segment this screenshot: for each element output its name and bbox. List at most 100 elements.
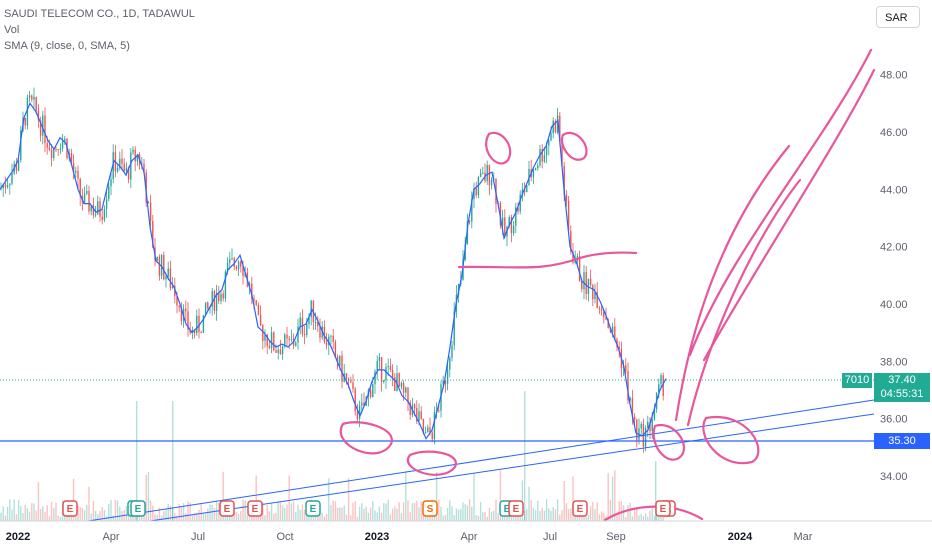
candle-body — [339, 355, 341, 367]
volume-bar — [110, 499, 112, 521]
sma-label: SMA (9, close, 0, SMA, 5) — [4, 40, 130, 52]
volume-bar — [334, 501, 337, 521]
candle-body — [37, 111, 40, 121]
candle-body — [15, 163, 18, 171]
volume-bar — [218, 502, 220, 521]
volume-bar — [471, 506, 473, 521]
x-axis: 2022 Apr Jul Oct 2023 Apr Jul Sep 2024 Mar — [6, 531, 813, 543]
candle-body — [407, 387, 409, 403]
candle-body — [218, 292, 220, 302]
currency-button[interactable]: SAR — [876, 6, 920, 28]
volume-bar — [189, 502, 191, 521]
volume-bar — [490, 511, 493, 521]
volume-bar — [255, 475, 257, 521]
volume-bar — [53, 508, 55, 521]
volume-bar — [211, 505, 213, 521]
volume-bar — [356, 516, 359, 521]
volume-bar — [207, 508, 209, 521]
volume-bar — [163, 511, 165, 521]
candle-body — [317, 322, 319, 327]
x-tick-label: Jul — [543, 531, 557, 543]
trendline-1 — [87, 399, 875, 522]
volume-bar — [303, 509, 306, 521]
candle-body — [174, 285, 176, 297]
candle-body — [253, 298, 255, 301]
candle-body — [178, 305, 180, 308]
volume-bar — [600, 511, 603, 521]
volume-bar — [369, 507, 372, 521]
candle-body — [57, 149, 59, 151]
volume-bar — [325, 513, 328, 521]
volume-bar — [391, 508, 394, 521]
candle-body — [310, 300, 312, 318]
volume-bar — [567, 509, 570, 521]
candle-body — [519, 194, 521, 212]
volume-bar — [499, 470, 502, 521]
volume-bar — [277, 501, 279, 521]
candle-body — [90, 205, 92, 212]
volume-bar — [444, 514, 447, 521]
volume-bar — [341, 507, 343, 521]
event-marker: E — [305, 500, 321, 517]
volume-bar — [6, 506, 9, 521]
volume-bar — [200, 503, 202, 521]
volume-bar — [429, 515, 431, 521]
volume-spike — [136, 401, 138, 521]
volume-bar — [350, 515, 352, 521]
candle-body — [424, 432, 427, 434]
candle-body — [75, 170, 77, 173]
volume-bar — [460, 508, 462, 521]
candle-body — [418, 411, 420, 422]
candle-body — [207, 302, 209, 309]
candle-body — [257, 305, 260, 315]
candle-body — [288, 338, 290, 340]
candle-body — [237, 261, 240, 269]
candle-body — [394, 377, 396, 391]
x-tick-label: Jul — [191, 531, 205, 543]
volume-spike — [655, 461, 657, 521]
candle-body — [374, 371, 376, 384]
candle-body — [130, 152, 132, 180]
volume-bar — [464, 504, 466, 521]
x-tick-label: Oct — [276, 531, 293, 543]
candle-body — [264, 334, 266, 341]
candle-body — [451, 345, 453, 358]
volume-bar — [420, 500, 422, 521]
volume-bar — [284, 507, 286, 521]
candle-body — [136, 154, 139, 162]
volume-bar — [442, 515, 444, 521]
volume-bar — [532, 507, 535, 521]
volume-bar — [182, 503, 185, 521]
volume-bar — [589, 506, 592, 521]
volume-bar — [556, 499, 559, 521]
volume-bar — [198, 509, 200, 521]
volume-bar — [314, 515, 317, 521]
candle-body — [4, 184, 7, 188]
volume-bar — [484, 512, 486, 521]
volume-bar — [418, 507, 420, 521]
volume-bar — [466, 505, 469, 521]
volume-bar — [59, 516, 62, 521]
volume-bar — [416, 500, 418, 521]
volume-bar — [328, 478, 330, 521]
candle-body — [649, 421, 651, 432]
candle-body — [86, 191, 88, 194]
volume-bar — [321, 512, 323, 521]
candle-body — [31, 95, 33, 100]
candle-body — [147, 202, 150, 204]
volume-bar — [497, 513, 499, 521]
candle-body — [572, 251, 574, 263]
candle-body — [605, 317, 607, 320]
candle-body — [385, 366, 387, 381]
candle-body — [627, 371, 629, 401]
candle-body — [39, 120, 42, 136]
x-tick-label: 2024 — [728, 531, 753, 543]
volume-bar — [440, 506, 442, 521]
candle-body — [356, 411, 359, 419]
candle-body — [578, 256, 581, 281]
candle-body — [376, 360, 378, 372]
volume-bar — [169, 505, 172, 521]
candle-body — [438, 410, 440, 412]
svg-text:E: E — [135, 504, 142, 515]
